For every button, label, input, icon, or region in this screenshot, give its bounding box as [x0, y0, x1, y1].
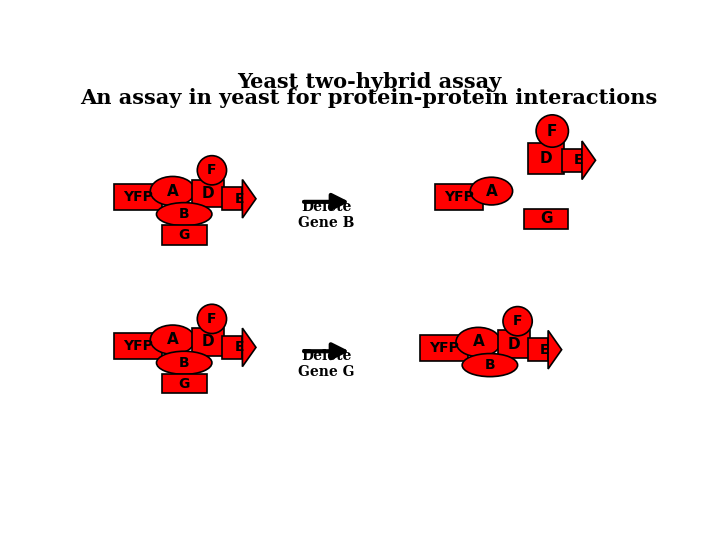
Text: B: B	[179, 356, 189, 370]
Polygon shape	[562, 148, 582, 172]
Ellipse shape	[150, 325, 195, 354]
Ellipse shape	[156, 202, 212, 226]
Ellipse shape	[456, 327, 500, 356]
Text: B: B	[485, 358, 495, 372]
Bar	[192, 179, 224, 207]
Polygon shape	[243, 328, 256, 367]
Circle shape	[197, 156, 227, 185]
Text: YFP: YFP	[428, 341, 459, 355]
Ellipse shape	[462, 354, 518, 377]
Text: F: F	[207, 163, 217, 177]
Text: A: A	[167, 184, 179, 199]
Text: YFP: YFP	[123, 190, 153, 204]
Text: An assay in yeast for protein-protein interactions: An assay in yeast for protein-protein in…	[81, 88, 657, 108]
Bar	[420, 335, 467, 361]
Circle shape	[197, 304, 227, 334]
Text: D: D	[202, 334, 215, 349]
Ellipse shape	[156, 351, 212, 374]
Text: YFP: YFP	[444, 190, 474, 204]
Text: F: F	[547, 124, 557, 139]
Text: G: G	[179, 376, 190, 390]
Bar	[528, 143, 564, 174]
Bar	[435, 184, 483, 211]
Text: D: D	[540, 151, 552, 166]
Bar	[114, 184, 162, 211]
Text: D: D	[202, 186, 215, 201]
Text: E: E	[540, 343, 549, 357]
Bar	[114, 333, 162, 359]
Polygon shape	[222, 187, 243, 211]
Bar	[162, 225, 207, 245]
Text: E: E	[234, 340, 244, 354]
Polygon shape	[222, 336, 243, 359]
Polygon shape	[582, 141, 595, 179]
Text: B: B	[179, 207, 189, 221]
Text: E: E	[234, 192, 244, 206]
Text: E: E	[574, 153, 583, 167]
Polygon shape	[548, 330, 562, 369]
Text: Yeast two-hybrid assay: Yeast two-hybrid assay	[237, 72, 501, 92]
Text: YFP: YFP	[123, 339, 153, 353]
Bar	[523, 209, 568, 229]
Text: A: A	[472, 334, 485, 349]
Text: Delete
Gene G: Delete Gene G	[298, 349, 355, 380]
Text: G: G	[540, 211, 552, 226]
Text: F: F	[513, 314, 523, 328]
Bar	[192, 328, 224, 356]
Text: F: F	[207, 312, 217, 326]
Circle shape	[536, 115, 568, 147]
Bar	[498, 330, 530, 358]
Ellipse shape	[150, 177, 195, 206]
Polygon shape	[243, 179, 256, 218]
Ellipse shape	[470, 177, 513, 205]
Text: A: A	[167, 332, 179, 347]
Text: Delete
Gene B: Delete Gene B	[299, 200, 355, 230]
Text: D: D	[508, 337, 520, 352]
Polygon shape	[528, 338, 548, 361]
Bar	[162, 374, 207, 393]
Circle shape	[503, 307, 532, 336]
Text: G: G	[179, 228, 190, 242]
Text: A: A	[485, 184, 498, 199]
